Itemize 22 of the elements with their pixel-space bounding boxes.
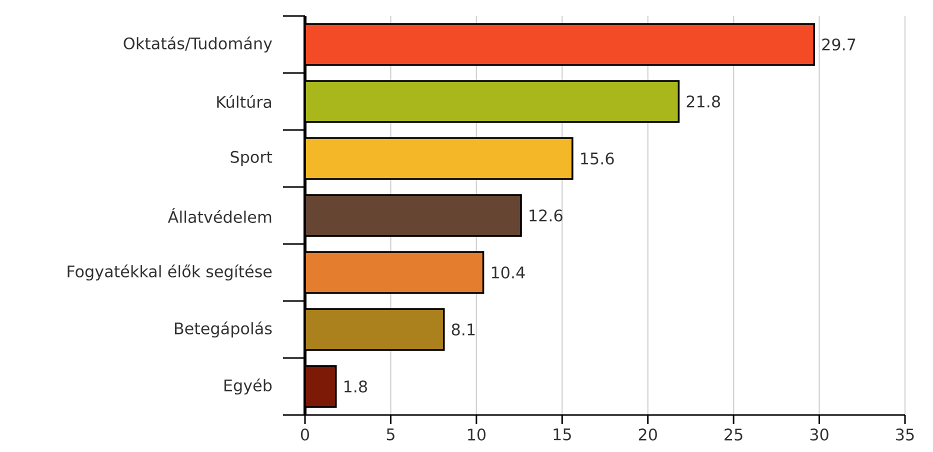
y-tick-label: Betegápolás (174, 321, 272, 338)
data-label: 12.6 (530, 209, 562, 222)
y-tick-label: Kúltúra (217, 95, 272, 108)
y-tick-label: Fogyatékkal élők segítése (68, 264, 272, 281)
x-tick-label: 35 (896, 428, 914, 441)
x-tick-label: 0 (300, 428, 310, 441)
x-tick-label: 5 (386, 428, 394, 440)
y-tick-label: Egyéb (224, 378, 272, 395)
data-label: 10.4 (492, 266, 525, 279)
x-tick-label: 25 (724, 428, 742, 441)
data-label: 29.7 (822, 38, 856, 51)
y-tick-label: Sport (230, 150, 272, 166)
data-label: 21.8 (686, 95, 720, 108)
data-label: 8.1 (452, 323, 475, 336)
y-tick-label: Állatvédelem (168, 208, 272, 223)
x-tick-label: 20 (638, 428, 657, 441)
data-label: 1.8 (344, 380, 368, 393)
y-tick-label: Oktatás/Tudomány (124, 36, 272, 53)
x-tick-label: 10 (468, 428, 486, 441)
data-label: 15.6 (581, 152, 614, 165)
x-tick-label: 15 (554, 428, 571, 440)
x-tick-label: 30 (810, 428, 828, 441)
